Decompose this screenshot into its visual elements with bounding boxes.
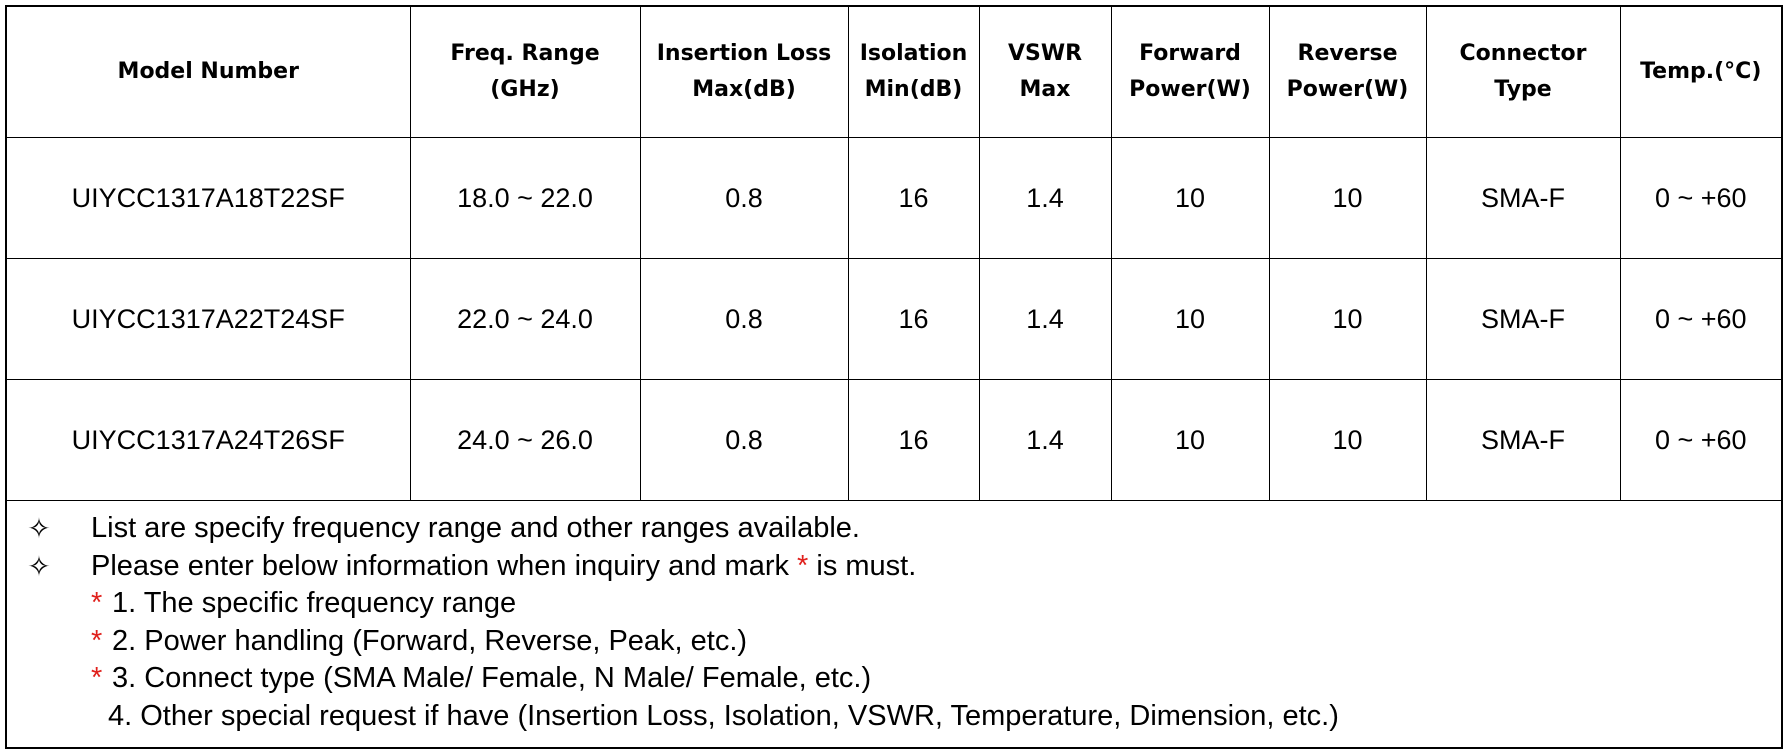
cell-temp: 0 ~ +60 [1619, 137, 1781, 259]
note-text: Please enter below information when inqu… [91, 548, 916, 586]
cell-insertion-loss: 0.8 [639, 137, 849, 259]
required-star-marker: * [91, 624, 103, 657]
cell-vswr: 1.4 [978, 137, 1112, 259]
cell-isolation: 16 [847, 137, 980, 259]
header-row: Model Number Freq. Range (GHz) Insertion … [7, 7, 1781, 138]
cell-vswr: 1.4 [978, 258, 1112, 380]
header-label: Reverse [1297, 41, 1398, 66]
list-item: * 1. The specific frequency range [20, 585, 1760, 623]
table-row: UIYCC1317A22T24SF 22.0 ~ 24.0 0.8 16 1.4… [7, 258, 1781, 380]
cell-temp: 0 ~ +60 [1619, 379, 1781, 501]
header-insertion-loss: Insertion Loss Max(dB) [639, 7, 849, 138]
header-unit: Max [1019, 77, 1071, 102]
header-label: Isolation [859, 41, 968, 66]
note-text: List are specify frequency range and oth… [91, 512, 860, 544]
spec-table: Model Number Freq. Range (GHz) Insertion … [7, 7, 1781, 501]
cell-model-number: UIYCC1317A22T24SF [7, 258, 411, 380]
cell-connector-type: SMA-F [1425, 379, 1621, 501]
four-pointed-star-bullet-icon: ✧ [27, 513, 51, 544]
header-unit: Type [1494, 77, 1552, 102]
header-freq-range: Freq. Range (GHz) [409, 7, 641, 138]
spec-sheet: Model Number Freq. Range (GHz) Insertion … [5, 5, 1783, 749]
note-line: ✧ Please enter below information when in… [20, 548, 1760, 586]
header-vswr: VSWR Max [978, 7, 1112, 138]
list-item-text: 4. Other special request if have (Insert… [108, 699, 1339, 732]
cell-isolation: 16 [847, 379, 980, 501]
cell-model-number: UIYCC1317A24T26SF [7, 379, 411, 501]
cell-insertion-loss: 0.8 [639, 258, 849, 380]
header-unit: Power(W) [1286, 77, 1409, 102]
cell-freq-range: 22.0 ~ 24.0 [409, 258, 641, 380]
required-star-marker: * [797, 549, 809, 582]
notes-section: ✧ List are specify frequency range and o… [20, 510, 1760, 735]
header-reverse-power: Reverse Power(W) [1268, 7, 1427, 138]
table-row: UIYCC1317A24T26SF 24.0 ~ 26.0 0.8 16 1.4… [7, 379, 1781, 501]
table-row: UIYCC1317A18T22SF 18.0 ~ 22.0 0.8 16 1.4… [7, 137, 1781, 259]
cell-insertion-loss: 0.8 [639, 379, 849, 501]
header-label: Temp.(°C) [1640, 59, 1762, 84]
cell-forward-power: 10 [1110, 137, 1270, 259]
required-star-marker: * [91, 662, 103, 694]
header-isolation: Isolation Min(dB) [847, 7, 980, 138]
cell-temp: 0 ~ +60 [1619, 258, 1781, 380]
cell-isolation: 16 [847, 258, 980, 380]
note-line: ✧ List are specify frequency range and o… [20, 510, 1760, 548]
list-item-text: 2. Power handling (Forward, Reverse, Pea… [112, 624, 748, 657]
header-label: VSWR [1007, 41, 1083, 66]
header-label: Insertion Loss [656, 41, 832, 66]
cell-freq-range: 24.0 ~ 26.0 [409, 379, 641, 501]
cell-reverse-power: 10 [1268, 137, 1427, 259]
header-unit: Min(dB) [864, 77, 963, 102]
list-item-text: 1. The specific frequency range [112, 587, 517, 619]
header-unit: (GHz) [490, 77, 560, 102]
header-label: Connector [1459, 41, 1587, 66]
cell-reverse-power: 10 [1268, 379, 1427, 501]
required-star-marker: * [91, 587, 103, 619]
cell-model-number: UIYCC1317A18T22SF [7, 137, 411, 259]
cell-forward-power: 10 [1110, 258, 1270, 380]
header-forward-power: Forward Power(W) [1110, 7, 1270, 138]
cell-connector-type: SMA-F [1425, 258, 1621, 380]
list-item: * 3. Connect type (SMA Male/ Female, N M… [20, 660, 1760, 698]
list-item-text: 3. Connect type (SMA Male/ Female, N Mal… [112, 662, 872, 694]
header-unit: Power(W) [1129, 77, 1251, 102]
header-label: Forward [1139, 41, 1241, 66]
header-model-number: Model Number [7, 7, 411, 138]
cell-reverse-power: 10 [1268, 258, 1427, 380]
header-connector-type: Connector Type [1425, 7, 1621, 138]
header-temp: Temp.(°C) [1619, 7, 1781, 138]
note-text-before-star: Please enter below information when inqu… [91, 549, 798, 582]
cell-freq-range: 18.0 ~ 22.0 [409, 137, 641, 259]
list-item: * 2. Power handling (Forward, Reverse, P… [20, 623, 1760, 661]
cell-vswr: 1.4 [978, 379, 1112, 501]
note-text-after-star: is must. [808, 549, 917, 582]
four-pointed-star-bullet-icon: ✧ [27, 550, 51, 582]
list-item: 4. Other special request if have (Insert… [20, 698, 1760, 736]
header-label: Model Number [117, 59, 299, 84]
cell-forward-power: 10 [1110, 379, 1270, 501]
header-label: Freq. Range [450, 41, 600, 66]
header-unit: Max(dB) [692, 77, 796, 102]
cell-connector-type: SMA-F [1425, 137, 1621, 259]
